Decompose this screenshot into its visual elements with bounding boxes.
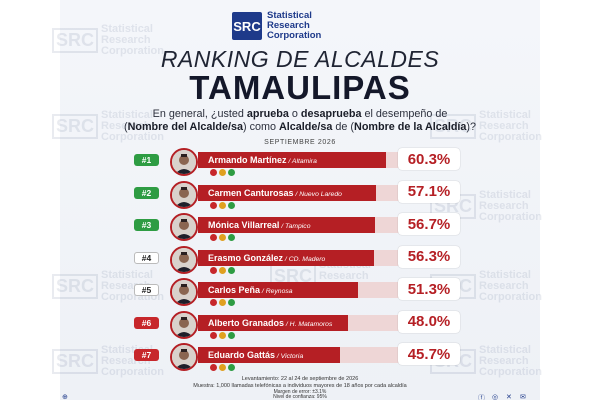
mayor-photo: [170, 310, 198, 339]
title-line-1: RANKING DE ALCALDES: [160, 46, 440, 72]
bar-track: [198, 347, 413, 363]
face-icon: [228, 331, 235, 339]
face-icon: [210, 331, 217, 339]
face-icon: [228, 169, 235, 176]
web-icon: ⊕: [62, 394, 68, 400]
rating-icons: [210, 266, 235, 275]
rating-icons: [210, 331, 235, 340]
approval-bar: [198, 184, 376, 201]
rating-icons: [210, 169, 235, 177]
mayor-photo: [170, 278, 198, 306]
mayor-name: Eduardo Gattás / Victoria: [208, 350, 304, 360]
rank-badge: #1: [134, 154, 159, 166]
brand-logo: SRC Statistical Research Corporation: [232, 8, 321, 44]
mayor-photo: [170, 180, 198, 209]
rank-badge: #3: [134, 219, 159, 231]
mayor-photo: [170, 148, 198, 176]
mail-icon: ✉: [520, 394, 526, 400]
face-icon: [219, 266, 226, 274]
logo-text: Statistical Research Corporation: [267, 10, 322, 41]
rank-badge: #2: [134, 186, 159, 199]
ranking-row: #6 Alberto Granados / H. Matamoros 48.0%: [126, 310, 466, 341]
approval-percent: 45.7%: [398, 343, 460, 365]
approval-bar: [198, 249, 374, 266]
face-icon: [210, 234, 217, 241]
mayor-name: Carlos Peña / Reynosa: [208, 285, 293, 295]
logo-mark: SRC: [232, 12, 262, 40]
bar-track: [198, 249, 413, 266]
title-line-2: TAMAULIPAS: [189, 69, 411, 106]
footer-confidence: Nivel de confianza: 95%: [273, 394, 327, 400]
rating-icons: [210, 234, 235, 242]
mayor-name: Carmen Canturosas / Nuevo Laredo: [208, 187, 342, 198]
face-icon: [219, 364, 226, 371]
ranking-row: #3 Mónica Villarreal / Tampico 56.7%: [126, 213, 466, 243]
mayor-name: Alberto Granados / H. Matamoros: [208, 317, 333, 328]
ranking-row: #7 Eduardo Gattás / Victoria 45.7%: [126, 343, 466, 373]
approval-percent: 56.3%: [398, 245, 460, 268]
survey-question: En general, ¿usted aprueba o desaprueba …: [123, 108, 477, 133]
face-icon: [219, 169, 226, 176]
face-icon: [210, 299, 217, 306]
right-margin: [540, 0, 600, 400]
mayor-photo: [170, 213, 198, 241]
instagram-icon: ◎: [492, 394, 499, 400]
bar-track: [198, 217, 413, 233]
ranking-row: #5 Carlos Peña / Reynosa 51.3%: [126, 278, 466, 308]
rating-icons: [210, 201, 235, 210]
face-icon: [210, 364, 217, 371]
mayor-name: Mónica Villarreal / Tampico: [208, 220, 311, 230]
bar-track: [198, 152, 413, 168]
ranking-row: #1 Armando Martínez / Altamira 60.3%: [126, 148, 466, 178]
approval-percent: 48.0%: [398, 310, 460, 333]
rank-badge: #4: [134, 251, 159, 264]
face-icon: [219, 299, 226, 306]
face-icon: [210, 169, 217, 176]
footer-margin: Margen de error: ±3.1%: [273, 389, 327, 395]
face-icon: [210, 201, 217, 209]
face-icon: [228, 201, 235, 209]
approval-bar: [198, 152, 386, 168]
rank-badge: #7: [134, 349, 159, 361]
face-icon: [228, 364, 235, 371]
rank-badge: #6: [134, 316, 159, 329]
approval-bar: [198, 282, 358, 298]
approval-bar: [198, 314, 348, 331]
bar-track: [198, 314, 413, 331]
footer-fieldwork: Levantamiento: 22 al 24 de septiembre de…: [241, 376, 359, 382]
mayor-photo: [170, 343, 198, 371]
approval-bar: [198, 217, 375, 233]
face-icon: [210, 266, 217, 274]
approval-percent: 57.1%: [398, 180, 460, 203]
face-icon: [228, 234, 235, 241]
bar-track: [198, 184, 413, 201]
x-icon: ✕: [506, 394, 512, 400]
mayor-name: Armando Martínez / Altamira: [208, 155, 317, 165]
face-icon: [228, 266, 235, 274]
approval-percent: 56.7%: [398, 213, 460, 235]
left-margin: [0, 0, 60, 400]
bar-track: [198, 282, 413, 298]
survey-date: SEPTIEMBRE 2026: [264, 139, 336, 146]
mayor-name: Erasmo González / CD. Madero: [208, 252, 326, 263]
approval-percent: 51.3%: [398, 278, 460, 300]
face-icon: [219, 234, 226, 241]
face-icon: [219, 331, 226, 339]
face-icon: [219, 201, 226, 209]
facebook-icon: ⓕ: [478, 395, 485, 400]
face-icon: [228, 299, 235, 306]
mayor-photo: [170, 245, 198, 274]
approval-percent: 60.3%: [398, 148, 460, 170]
rating-icons: [210, 364, 235, 372]
rank-badge: #5: [134, 284, 159, 296]
footer-sample: Muestra: 1,000 llamadas telefónicas a in…: [193, 383, 407, 389]
approval-bar: [198, 347, 341, 363]
ranking-row: #4 Erasmo González / CD. Madero 56.3%: [126, 245, 466, 276]
rating-icons: [210, 299, 235, 307]
ranking-row: #2 Carmen Canturosas / Nuevo Laredo 57.1%: [126, 180, 466, 211]
